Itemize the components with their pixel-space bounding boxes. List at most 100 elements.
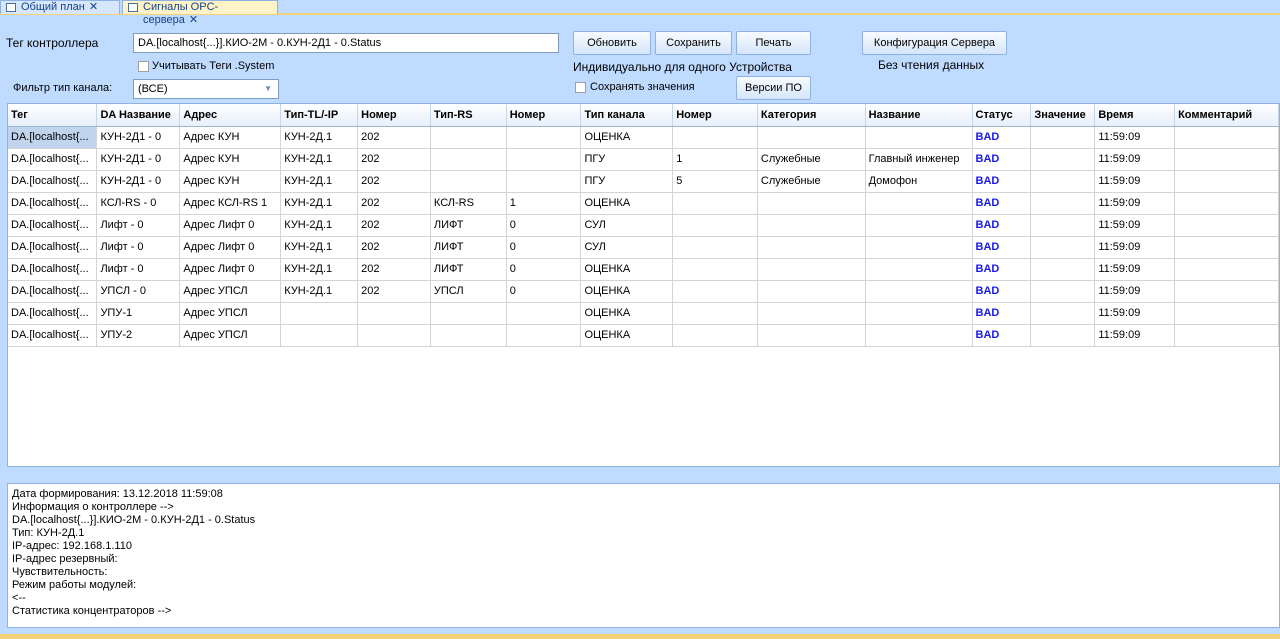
- save-button[interactable]: Сохранить: [655, 31, 732, 55]
- table-cell[interactable]: 11:59:09: [1094, 148, 1176, 171]
- table-cell[interactable]: [757, 236, 866, 259]
- table-cell[interactable]: [1030, 214, 1096, 237]
- table-cell[interactable]: 202: [357, 192, 431, 215]
- table-cell[interactable]: [757, 126, 866, 149]
- table-cell[interactable]: КУН-2Д.1: [280, 214, 359, 237]
- table-cell[interactable]: [1174, 302, 1279, 325]
- table-row[interactable]: DA.[localhost{... Лифт - 0 Адрес Лифт 0 КУН…: [8, 258, 1279, 281]
- table-cell[interactable]: ЛИФТ: [430, 258, 507, 281]
- table-cell[interactable]: ПГУ: [580, 170, 674, 193]
- table-cell[interactable]: [865, 192, 973, 215]
- table-cell[interactable]: [672, 214, 758, 237]
- table-cell[interactable]: DA.[localhost{...: [8, 280, 98, 303]
- table-cell[interactable]: 1: [672, 148, 758, 171]
- tab-overview[interactable]: Общий план ✕: [0, 0, 120, 14]
- system-tags-checkbox[interactable]: [138, 61, 149, 72]
- table-cell[interactable]: [506, 148, 582, 171]
- table-cell[interactable]: ОЦЕНКА: [580, 126, 674, 149]
- table-cell[interactable]: [430, 324, 507, 347]
- table-cell[interactable]: Адрес Лифт 0: [179, 236, 282, 259]
- table-cell[interactable]: Адрес Лифт 0: [179, 258, 282, 281]
- table-cell[interactable]: DA.[localhost{...: [8, 258, 98, 281]
- table-cell[interactable]: КУН-2Д.1: [280, 280, 359, 303]
- column-header[interactable]: Адрес: [179, 104, 282, 127]
- table-cell[interactable]: [1174, 324, 1279, 347]
- table-cell[interactable]: DA.[localhost{...: [8, 126, 98, 149]
- table-cell[interactable]: BAD: [972, 170, 1032, 193]
- table-cell[interactable]: КСЛ-RS: [430, 192, 507, 215]
- table-cell[interactable]: УПУ-1: [96, 302, 181, 325]
- table-cell[interactable]: [1174, 258, 1279, 281]
- table-cell[interactable]: [1030, 126, 1096, 149]
- table-cell[interactable]: [430, 126, 507, 149]
- table-row[interactable]: DA.[localhost{... УПСЛ - 0 Адрес УПСЛ КУН-2…: [8, 280, 1279, 303]
- table-cell[interactable]: [672, 192, 758, 215]
- table-cell[interactable]: [1030, 170, 1096, 193]
- table-cell[interactable]: [1174, 280, 1279, 303]
- column-header[interactable]: Тип канала: [580, 104, 674, 127]
- table-cell[interactable]: [506, 324, 582, 347]
- print-button[interactable]: Печать: [736, 31, 811, 55]
- table-cell[interactable]: Лифт - 0: [96, 214, 181, 237]
- table-row[interactable]: DA.[localhost{... КУН-2Д1 - 0 Адрес КУН КУН…: [8, 170, 1279, 193]
- table-cell[interactable]: [280, 302, 359, 325]
- column-header[interactable]: DA Название: [96, 104, 181, 127]
- table-cell[interactable]: [1030, 302, 1096, 325]
- column-header[interactable]: Категория: [757, 104, 866, 127]
- refresh-button[interactable]: Обновить: [573, 31, 651, 55]
- table-cell[interactable]: Адрес КУН: [179, 126, 282, 149]
- versions-button[interactable]: Версии ПО: [736, 76, 811, 100]
- table-cell[interactable]: КУН-2Д1 - 0: [96, 170, 181, 193]
- table-cell[interactable]: [430, 148, 507, 171]
- table-cell[interactable]: [506, 170, 582, 193]
- column-header[interactable]: Тип-RS: [430, 104, 507, 127]
- table-cell[interactable]: BAD: [972, 214, 1032, 237]
- table-cell[interactable]: [672, 126, 758, 149]
- table-cell[interactable]: [1174, 148, 1279, 171]
- table-cell[interactable]: DA.[localhost{...: [8, 214, 98, 237]
- table-cell[interactable]: ЛИФТ: [430, 214, 507, 237]
- table-row[interactable]: DA.[localhost{... Лифт - 0 Адрес Лифт 0 КУН…: [8, 214, 1279, 237]
- table-cell[interactable]: 202: [357, 170, 431, 193]
- table-cell[interactable]: DA.[localhost{...: [8, 170, 98, 193]
- table-cell[interactable]: [1030, 258, 1096, 281]
- table-cell[interactable]: BAD: [972, 148, 1032, 171]
- table-cell[interactable]: КУН-2Д.1: [280, 258, 359, 281]
- table-cell[interactable]: Служебные: [757, 170, 866, 193]
- table-cell[interactable]: [280, 324, 359, 347]
- table-cell[interactable]: [506, 126, 582, 149]
- table-cell[interactable]: [1030, 236, 1096, 259]
- table-cell[interactable]: 202: [357, 236, 431, 259]
- table-cell[interactable]: [1030, 148, 1096, 171]
- column-header[interactable]: Номер: [672, 104, 758, 127]
- table-cell[interactable]: 5: [672, 170, 758, 193]
- table-cell[interactable]: [757, 324, 866, 347]
- table-cell[interactable]: Адрес КУН: [179, 170, 282, 193]
- table-cell[interactable]: 11:59:09: [1094, 280, 1176, 303]
- tag-input[interactable]: DA.[localhost{...}].КИО-2М - 0.КУН-2Д1 -…: [133, 33, 559, 53]
- table-cell[interactable]: КУН-2Д.1: [280, 192, 359, 215]
- table-cell[interactable]: ОЦЕНКА: [580, 280, 674, 303]
- table-cell[interactable]: [1174, 192, 1279, 215]
- table-cell[interactable]: УПСЛ - 0: [96, 280, 181, 303]
- table-cell[interactable]: DA.[localhost{...: [8, 236, 98, 259]
- table-cell[interactable]: 11:59:09: [1094, 126, 1176, 149]
- table-cell[interactable]: [1174, 170, 1279, 193]
- table-cell[interactable]: 202: [357, 126, 431, 149]
- table-cell[interactable]: КУН-2Д1 - 0: [96, 148, 181, 171]
- table-cell[interactable]: ОЦЕНКА: [580, 192, 674, 215]
- table-cell[interactable]: [865, 214, 973, 237]
- close-icon[interactable]: ✕: [188, 14, 199, 26]
- table-cell[interactable]: [1030, 280, 1096, 303]
- table-cell[interactable]: 202: [357, 214, 431, 237]
- table-row[interactable]: DA.[localhost{... УПУ-1 Адрес УПСЛ ОЦЕНКА BA…: [8, 302, 1279, 325]
- table-cell[interactable]: [1174, 214, 1279, 237]
- column-header[interactable]: Тег: [8, 104, 98, 127]
- table-cell[interactable]: [865, 302, 973, 325]
- table-cell[interactable]: Адрес КУН: [179, 148, 282, 171]
- table-cell[interactable]: ОЦЕНКА: [580, 324, 674, 347]
- table-cell[interactable]: BAD: [972, 126, 1032, 149]
- table-cell[interactable]: BAD: [972, 302, 1032, 325]
- table-cell[interactable]: 202: [357, 148, 431, 171]
- table-row[interactable]: DA.[localhost{... КУН-2Д1 - 0 Адрес КУН КУН…: [8, 126, 1279, 149]
